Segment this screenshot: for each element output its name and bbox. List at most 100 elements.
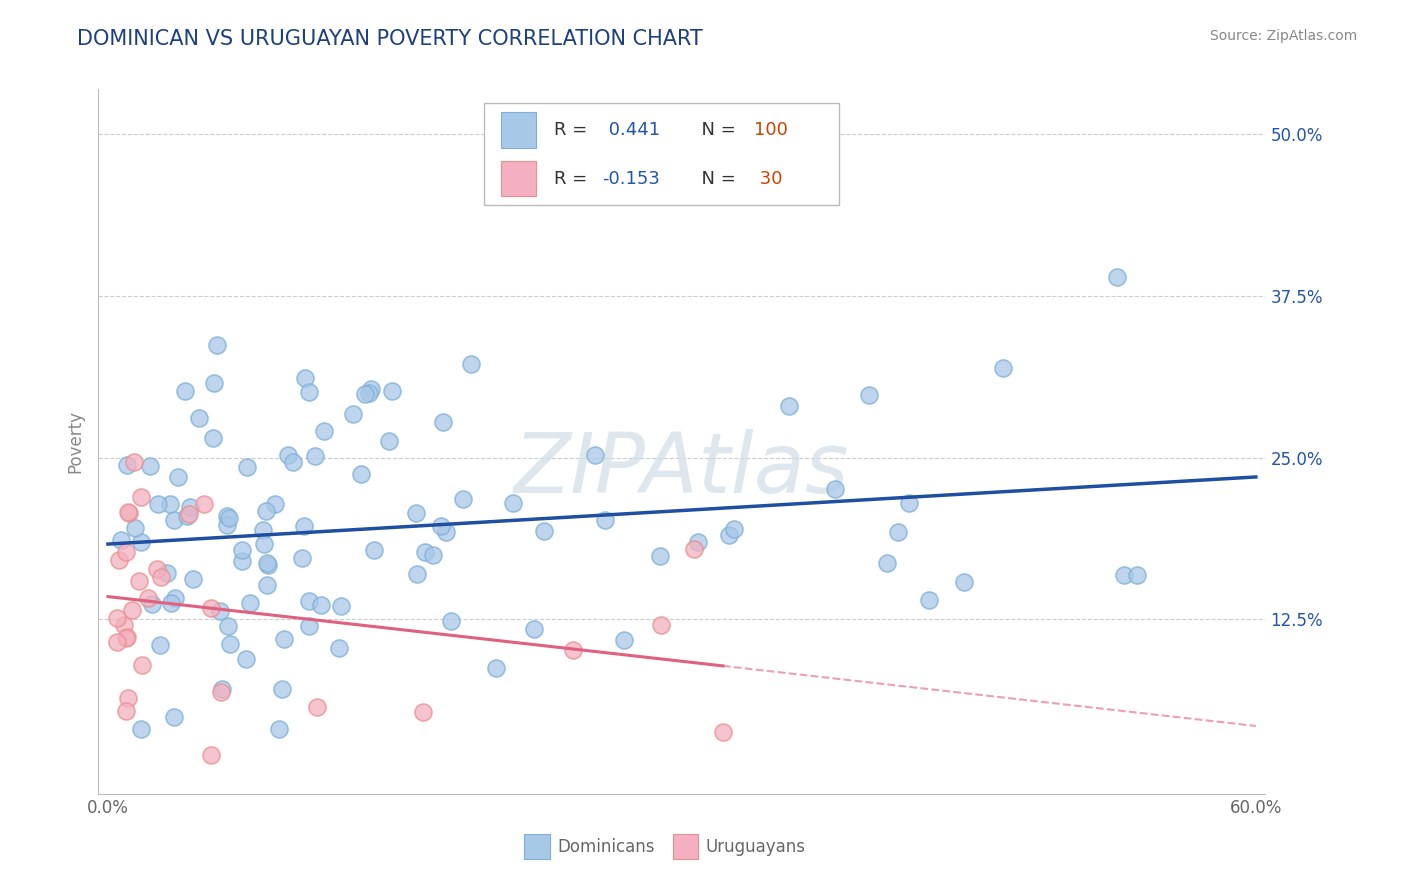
Point	[207, 338, 229, 352]
Point	[377, 434, 399, 449]
Point	[523, 622, 546, 636]
Point	[108, 553, 131, 567]
Point	[115, 704, 138, 718]
Point	[422, 548, 444, 562]
Point	[917, 593, 939, 607]
Point	[117, 505, 139, 519]
Point	[682, 541, 704, 556]
Point	[159, 497, 181, 511]
Point	[200, 600, 222, 615]
Text: Dominicans: Dominicans	[557, 838, 655, 855]
Text: 0.441: 0.441	[603, 121, 659, 139]
FancyBboxPatch shape	[501, 161, 536, 196]
Point	[291, 551, 314, 566]
Point	[173, 384, 195, 398]
Text: R =: R =	[554, 169, 592, 187]
Point	[429, 518, 451, 533]
Point	[887, 524, 910, 539]
Point	[128, 574, 150, 589]
Text: N =: N =	[690, 121, 741, 139]
Point	[502, 496, 524, 510]
Point	[149, 638, 172, 652]
Point	[235, 460, 257, 475]
Point	[149, 570, 172, 584]
Point	[277, 448, 299, 462]
Point	[281, 455, 304, 469]
Point	[723, 522, 745, 536]
Point	[824, 483, 846, 497]
Point	[273, 632, 295, 646]
Point	[298, 384, 321, 399]
Point	[211, 682, 233, 697]
Point	[314, 425, 336, 439]
Point	[117, 506, 139, 520]
Point	[583, 448, 606, 462]
Point	[146, 562, 169, 576]
Point	[413, 545, 436, 559]
Point	[257, 558, 280, 572]
Text: Source: ZipAtlas.com: Source: ZipAtlas.com	[1209, 29, 1357, 43]
Point	[432, 415, 454, 429]
Point	[436, 525, 458, 540]
Text: Uruguayans: Uruguayans	[706, 838, 806, 855]
Point	[650, 549, 672, 564]
Point	[858, 387, 880, 401]
Point	[129, 535, 152, 549]
Point	[155, 566, 177, 580]
Point	[231, 554, 253, 568]
Point	[188, 411, 211, 425]
Point	[218, 510, 240, 524]
FancyBboxPatch shape	[484, 103, 839, 205]
Point	[1105, 269, 1128, 284]
Point	[363, 542, 385, 557]
Point	[131, 658, 153, 673]
Point	[292, 519, 315, 533]
Point	[256, 557, 278, 571]
Text: DOMINICAN VS URUGUAYAN POVERTY CORRELATION CHART: DOMINICAN VS URUGUAYAN POVERTY CORRELATI…	[77, 29, 703, 48]
Point	[412, 705, 434, 719]
Point	[993, 360, 1015, 375]
Point	[778, 399, 800, 413]
Point	[298, 594, 321, 608]
Point	[231, 542, 253, 557]
Point	[254, 504, 277, 518]
Point	[263, 497, 285, 511]
Text: ZIPAtlas: ZIPAtlas	[515, 429, 849, 510]
Point	[267, 723, 290, 737]
Point	[193, 496, 215, 510]
FancyBboxPatch shape	[672, 834, 699, 859]
Point	[115, 458, 138, 472]
Point	[176, 509, 198, 524]
Point	[1114, 567, 1136, 582]
Point	[209, 685, 232, 699]
Point	[129, 491, 152, 505]
Point	[533, 524, 555, 538]
Point	[342, 407, 364, 421]
Point	[354, 387, 377, 401]
Point	[359, 385, 381, 400]
Point	[215, 508, 238, 523]
Point	[307, 700, 329, 714]
Text: -0.153: -0.153	[603, 169, 661, 187]
Point	[406, 567, 429, 582]
Point	[350, 467, 373, 481]
Point	[1126, 568, 1149, 582]
Point	[330, 599, 353, 613]
Point	[593, 513, 616, 527]
Point	[166, 470, 188, 484]
Point	[235, 651, 257, 665]
Point	[271, 682, 294, 697]
Point	[146, 497, 169, 511]
Point	[117, 690, 139, 705]
Point	[163, 513, 186, 527]
Point	[253, 537, 276, 551]
Point	[202, 431, 225, 445]
Text: 100: 100	[754, 121, 789, 139]
Point	[440, 614, 463, 628]
Point	[304, 449, 326, 463]
Point	[360, 383, 382, 397]
Point	[298, 619, 321, 633]
Point	[204, 376, 226, 391]
Point	[179, 507, 201, 521]
Point	[650, 618, 672, 632]
